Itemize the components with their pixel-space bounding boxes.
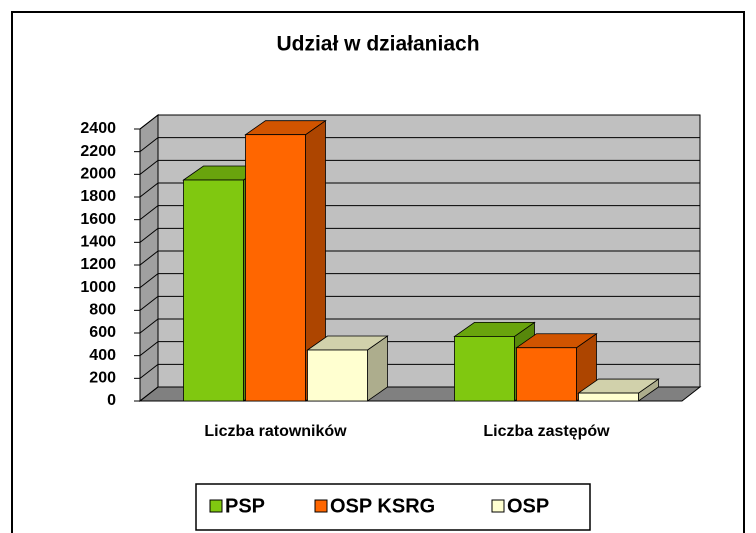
legend-swatch [314, 499, 328, 513]
grid-line [139, 341, 159, 357]
y-tick-label: 2000 [80, 166, 116, 183]
legend [195, 483, 591, 531]
y-tick-label: 2200 [80, 143, 116, 160]
grid-line [139, 363, 159, 379]
bar-front [454, 335, 515, 402]
bar [306, 335, 389, 402]
grid-line [139, 273, 159, 289]
grid-line [139, 137, 159, 153]
legend-swatch [491, 499, 505, 513]
y-tick-label: 0 [107, 392, 116, 409]
y-tick-label: 200 [89, 370, 116, 387]
bar-front [183, 179, 244, 402]
chart-title: Udział w działaniach [276, 33, 479, 56]
grid-line [139, 159, 159, 175]
chart-border [11, 11, 745, 533]
y-tick-label: 2400 [80, 120, 116, 137]
bar-front [307, 349, 368, 402]
bar-front [516, 347, 577, 402]
legend-label: PSP [225, 495, 265, 517]
y-tick-label: 1000 [80, 279, 116, 296]
y-tick-label: 1800 [80, 188, 116, 205]
bar [515, 332, 598, 402]
bar-front [245, 134, 306, 402]
grid-line [139, 295, 159, 311]
bar [577, 378, 660, 402]
grid-line [139, 386, 159, 402]
legend-label: OSP [507, 495, 549, 517]
grid-line [139, 227, 159, 243]
y-tick-label: 800 [89, 302, 116, 319]
x-tick-label: Liczba ratowników [204, 423, 347, 440]
legend-label: OSP KSRG [330, 495, 435, 517]
legend-swatch [209, 499, 223, 513]
grid-line [139, 114, 159, 130]
y-tick-label: 1200 [80, 256, 116, 273]
bar-front [578, 392, 639, 402]
y-tick-label: 1600 [80, 211, 116, 228]
bar [244, 119, 327, 402]
grid-line [139, 205, 159, 221]
y-tick-label: 600 [89, 324, 116, 341]
x-tick-label: Liczba zastępów [483, 423, 610, 440]
grid-line [139, 182, 159, 198]
grid-line [139, 318, 159, 334]
y-tick-label: 1400 [80, 234, 116, 251]
grid-line [139, 250, 159, 266]
y-tick-label: 400 [89, 347, 116, 364]
